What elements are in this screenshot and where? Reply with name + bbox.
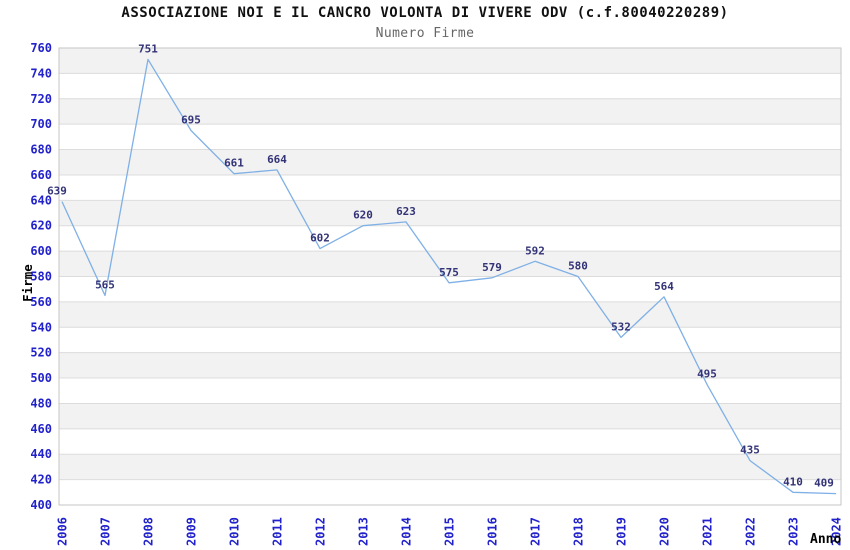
- data-point-label: 495: [697, 367, 717, 380]
- y-tick-label: 500: [30, 371, 52, 385]
- y-tick-label: 580: [30, 270, 52, 284]
- y-tick-label: 560: [30, 295, 52, 309]
- y-tick-label: 640: [30, 193, 52, 207]
- y-tick-label: 620: [30, 219, 52, 233]
- x-tick-label: 2017: [529, 517, 543, 546]
- x-tick-label: 2012: [314, 517, 328, 546]
- y-tick-label: 700: [30, 117, 52, 131]
- data-point-label: 435: [740, 444, 760, 457]
- chart-title: ASSOCIAZIONE NOI E IL CANCRO VOLONTA DI …: [121, 5, 729, 21]
- plot-band: [59, 48, 841, 74]
- data-point-label: 751: [138, 42, 158, 55]
- x-tick-label: 2020: [658, 517, 672, 546]
- gridlines: [59, 47, 841, 506]
- data-point-label: 532: [611, 320, 631, 333]
- x-tick-labels: 2006 2007 2008 2009 2010 2011 2012 2013 2014 2015…: [56, 517, 844, 546]
- x-tick-label: 2022: [744, 517, 758, 546]
- plot-band: [59, 200, 841, 226]
- plot-band: [59, 251, 841, 277]
- x-tick-label: 2015: [443, 517, 457, 546]
- plot-band: [59, 454, 841, 480]
- y-tick-label: 680: [30, 143, 52, 157]
- y-tick-label: 460: [30, 422, 52, 436]
- y-tick-label: 420: [30, 473, 52, 487]
- data-point-label: 639: [47, 185, 67, 198]
- y-tick-label: 440: [30, 447, 52, 461]
- chart-subtitle: Numero Firme: [375, 26, 475, 41]
- data-point-label: 579: [482, 261, 502, 274]
- data-point-label: 565: [95, 279, 115, 292]
- data-point-labels: 639 565 751 695 661 664 602 620 623 575 579 592 580 5…: [47, 42, 834, 489]
- x-tick-label: 2019: [615, 517, 629, 546]
- plot-band: [59, 352, 841, 379]
- data-point-label: 602: [310, 232, 330, 245]
- y-tick-label: 480: [30, 396, 52, 410]
- x-tick-label: 2010: [228, 517, 242, 546]
- x-tick-label: 2023: [787, 517, 801, 546]
- x-tick-label: 2013: [357, 517, 371, 546]
- data-point-label: 580: [568, 260, 588, 273]
- plot-band: [59, 403, 841, 429]
- data-point-label: 661: [224, 157, 244, 170]
- data-point-label: 664: [267, 153, 287, 166]
- y-tick-label: 400: [30, 498, 52, 512]
- plot-bands: [59, 48, 841, 480]
- data-point-label: 564: [654, 280, 674, 293]
- x-axis-title: Anno: [810, 532, 841, 547]
- data-point-label: 623: [396, 205, 416, 218]
- plot-band: [59, 301, 841, 328]
- x-tick-label: 2009: [185, 517, 199, 546]
- x-tick-label: 2021: [701, 517, 715, 546]
- y-tick-label: 720: [30, 92, 52, 106]
- y-tick-label: 660: [30, 168, 52, 182]
- x-tick-label: 2008: [142, 517, 156, 546]
- data-point-label: 410: [783, 475, 803, 488]
- plot-band: [59, 149, 841, 175]
- x-tick-label: 2014: [400, 517, 414, 546]
- y-tick-label: 520: [30, 346, 52, 360]
- plot-border: [58, 47, 842, 506]
- data-point-label: 409: [814, 477, 834, 490]
- x-tick-label: 2011: [271, 517, 285, 546]
- plot-band: [59, 98, 841, 125]
- data-point-label: 620: [353, 209, 373, 222]
- data-point-label: 575: [439, 266, 459, 279]
- y-tick-label: 600: [30, 244, 52, 258]
- x-tick-label: 2006: [56, 517, 70, 546]
- x-tick-label: 2007: [99, 517, 113, 546]
- y-tick-label: 760: [30, 41, 52, 55]
- x-tick-label: 2016: [486, 517, 500, 546]
- y-axis-title: Firme: [20, 264, 35, 302]
- y-tick-labels: 400 420 440 460 480 500 520 540 560 580 600 620 640 6…: [30, 41, 52, 512]
- data-point-label: 695: [181, 114, 201, 127]
- data-point-label: 592: [525, 244, 545, 257]
- data-line: [61, 58, 837, 495]
- y-tick-label: 740: [30, 66, 52, 80]
- y-tick-label: 540: [30, 320, 52, 334]
- x-tick-label: 2018: [572, 517, 586, 546]
- x-tick-label: 2024: [830, 517, 844, 546]
